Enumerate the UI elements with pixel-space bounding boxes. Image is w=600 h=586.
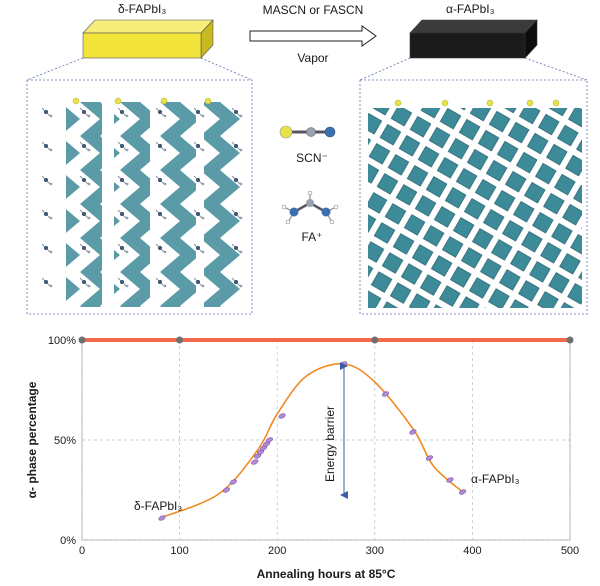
x-tick-label: 500 (561, 545, 579, 557)
energy-barrier-label: Energy barrier (323, 406, 337, 482)
data-point (251, 459, 259, 465)
x-axis-ticks: 0 100 200 300 400 500 (79, 545, 579, 557)
y-tick-label: 0% (60, 535, 76, 547)
y-tick-label: 100% (48, 335, 76, 347)
data-point (259, 445, 268, 451)
scn-ion-model (279, 125, 336, 139)
x-tick-label: 200 (268, 545, 286, 557)
alpha-phase-curve (159, 363, 464, 519)
data-point (265, 437, 273, 443)
data-point (262, 441, 271, 447)
scn-line-point (176, 336, 184, 344)
process-arrow (249, 25, 377, 47)
y-tick-label: 50% (54, 435, 76, 447)
data-point (222, 487, 231, 493)
delta-slab (82, 19, 214, 59)
data-point (278, 413, 286, 419)
data-point (459, 489, 467, 495)
scn-line-point (78, 336, 86, 344)
surface-scn-right (394, 99, 560, 107)
projection-lines (26, 57, 588, 81)
delta-annotation: δ-FAPbI₃ (134, 499, 182, 513)
data-point (425, 455, 434, 461)
data-point (381, 391, 390, 397)
x-tick-label: 100 (170, 545, 188, 557)
alpha-slab (409, 19, 538, 59)
delta-face-sharing-columns (66, 102, 240, 307)
scn-ion-label: SCN⁻ (296, 151, 328, 165)
data-point (257, 449, 265, 455)
arrow-top-label: MASCN or FASCN (263, 3, 364, 17)
fa-ion-model (281, 190, 339, 225)
surface-scn-left (72, 97, 212, 105)
delta-structure-panel (26, 79, 253, 315)
data-point (409, 429, 417, 435)
fa-ion-label: FA⁺ (301, 230, 322, 244)
data-points (158, 361, 467, 521)
data-point (446, 477, 454, 483)
x-axis-label: Annealing hours at 85°C (257, 567, 396, 581)
plot-frame (81, 339, 571, 541)
alpha-structure-panel (359, 79, 588, 315)
x-tick-label: 400 (463, 545, 481, 557)
scn-line-point (566, 336, 574, 344)
scn-line-point (371, 336, 379, 344)
data-point (158, 515, 166, 521)
y-axis-label: α- phase percentage (25, 381, 39, 498)
y-axis-ticks: 0% 50% 100% (48, 335, 76, 547)
data-point (229, 479, 237, 485)
x-tick-label: 0 (79, 545, 85, 557)
alpha-phase-chart: 0 100 200 300 400 500 0% 50% 100% (48, 335, 579, 557)
left-material-label: δ-FAPbI₃ (118, 2, 166, 16)
arrow-bottom-label: Vapor (297, 51, 328, 65)
alpha-annotation: α-FAPbI₃ (471, 472, 520, 486)
data-point (254, 453, 262, 459)
right-material-label: α-FAPbI₃ (446, 2, 495, 16)
x-tick-label: 300 (366, 545, 384, 557)
series-layer (78, 336, 574, 519)
